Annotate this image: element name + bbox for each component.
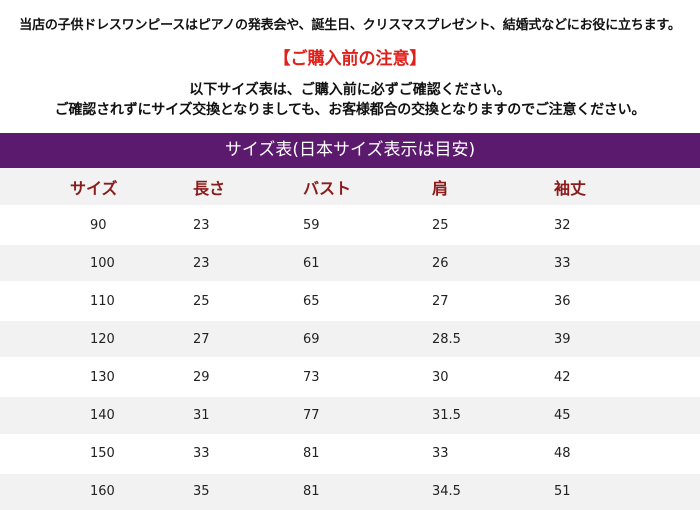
cell-bust: 77 bbox=[270, 395, 397, 435]
cell-sleeve: 42 bbox=[517, 357, 700, 397]
cell-bust: 61 bbox=[270, 243, 397, 283]
cell-size: 100 bbox=[0, 243, 150, 283]
cell-size: 140 bbox=[0, 395, 150, 435]
cell-shoulder: 27 bbox=[397, 281, 517, 321]
cell-bust: 73 bbox=[270, 357, 397, 397]
cell-sleeve: 33 bbox=[517, 243, 700, 283]
cell-length: 29 bbox=[150, 357, 270, 397]
cell-length: 23 bbox=[150, 204, 270, 245]
size-table-title: サイズ表(日本サイズ表示は目安) bbox=[0, 133, 700, 168]
notice-title: 【ご購入前の注意】 bbox=[273, 49, 427, 69]
cell-sleeve: 36 bbox=[517, 281, 700, 321]
cell-length: 23 bbox=[150, 243, 270, 283]
cell-shoulder: 30 bbox=[397, 357, 517, 397]
table-row: 90 23 59 25 32 bbox=[0, 204, 700, 245]
table-row: 140 31 77 31.5 45 bbox=[0, 395, 700, 435]
cell-bust: 81 bbox=[270, 471, 397, 510]
cell-bust: 65 bbox=[270, 281, 397, 321]
table-row: 130 29 73 30 42 bbox=[0, 357, 700, 397]
table-row: 110 25 65 27 36 bbox=[0, 281, 700, 321]
cell-sleeve: 51 bbox=[517, 471, 700, 510]
cell-length: 31 bbox=[150, 395, 270, 435]
header-size: サイズ bbox=[0, 168, 150, 206]
cell-size: 130 bbox=[0, 357, 150, 397]
cell-shoulder: 26 bbox=[397, 243, 517, 283]
cell-shoulder: 25 bbox=[397, 204, 517, 245]
cell-length: 27 bbox=[150, 319, 270, 359]
cell-length: 35 bbox=[150, 471, 270, 510]
cell-shoulder: 33 bbox=[397, 433, 517, 473]
cell-sleeve: 48 bbox=[517, 433, 700, 473]
cell-sleeve: 32 bbox=[517, 204, 700, 245]
cell-shoulder: 31.5 bbox=[397, 395, 517, 435]
table-row: 100 23 61 26 33 bbox=[0, 243, 700, 283]
notice-line-1: 以下サイズ表は、ご購入前に必ずご確認ください。 bbox=[189, 82, 511, 98]
cell-size: 150 bbox=[0, 433, 150, 473]
table-row: 160 35 81 34.5 51 bbox=[0, 471, 700, 510]
cell-size: 160 bbox=[0, 471, 150, 510]
cell-size: 110 bbox=[0, 281, 150, 321]
notice-line-2: ご確認されずにサイズ交換となりましても、お客様都合の交換となりますのでご注意くだ… bbox=[54, 102, 646, 118]
cell-size: 120 bbox=[0, 319, 150, 359]
table-row: 120 27 69 28.5 39 bbox=[0, 319, 700, 359]
cell-bust: 69 bbox=[270, 319, 397, 359]
cell-sleeve: 39 bbox=[517, 319, 700, 359]
cell-size: 90 bbox=[0, 204, 150, 245]
cell-length: 33 bbox=[150, 433, 270, 473]
header-shoulder: 肩 bbox=[397, 168, 517, 206]
size-table-header-row: サイズ 長さ バスト 肩 袖丈 bbox=[0, 168, 700, 206]
cell-bust: 59 bbox=[270, 204, 397, 245]
header-sleeve: 袖丈 bbox=[517, 168, 700, 206]
header-bust: バスト bbox=[270, 168, 397, 206]
size-table: サイズ 長さ バスト 肩 袖丈 90 23 59 25 32 100 23 61 26 33 110… bbox=[0, 168, 700, 510]
cell-sleeve: 45 bbox=[517, 395, 700, 435]
cell-shoulder: 28.5 bbox=[397, 319, 517, 359]
table-row: 150 33 81 33 48 bbox=[0, 433, 700, 473]
intro-text: 当店の子供ドレスワンピースはピアノの発表会や、誕生日、クリスマスプレゼント、結婚… bbox=[19, 18, 681, 33]
cell-bust: 81 bbox=[270, 433, 397, 473]
header-length: 長さ bbox=[150, 168, 270, 206]
cell-length: 25 bbox=[150, 281, 270, 321]
cell-shoulder: 34.5 bbox=[397, 471, 517, 510]
